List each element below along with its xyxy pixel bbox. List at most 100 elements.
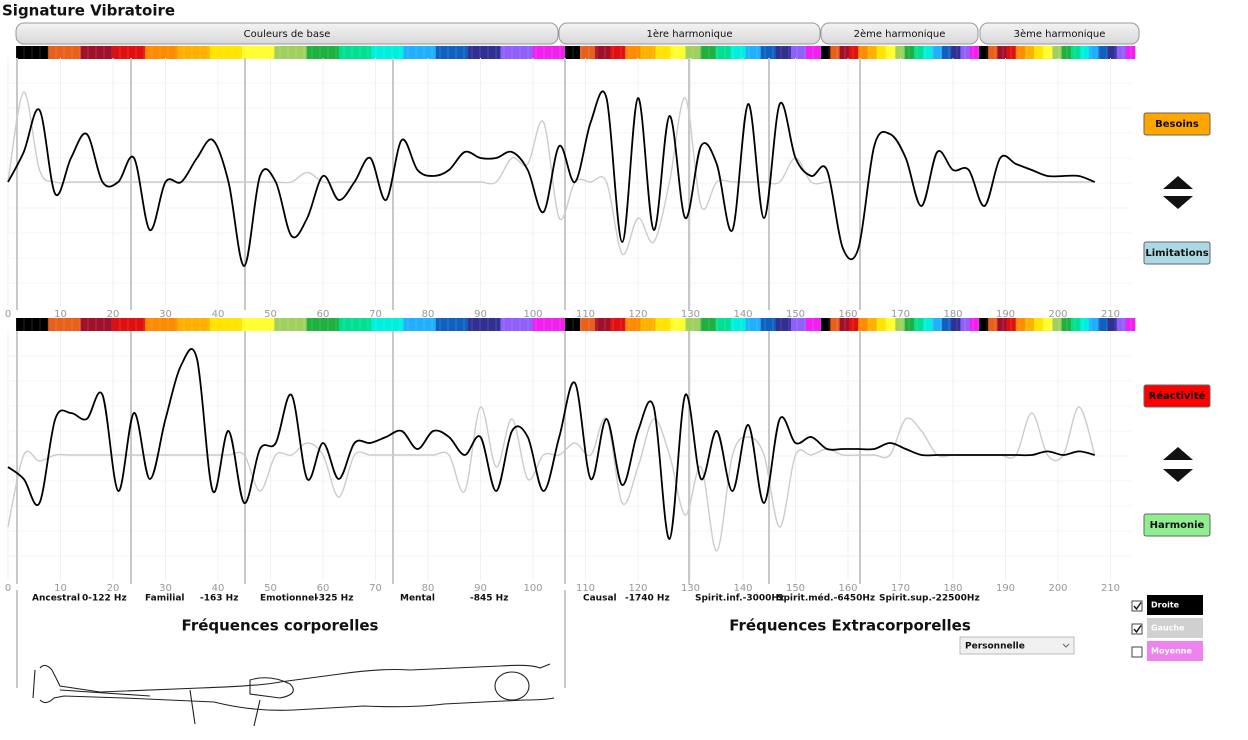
- color-band: [468, 46, 501, 59]
- body-figure: [32, 663, 555, 727]
- x-tick-label: 140: [733, 583, 752, 594]
- x-tick-label: 100: [523, 583, 542, 594]
- color-band: [1098, 318, 1108, 331]
- color-band: [1125, 46, 1136, 59]
- tab[interactable]: [979, 22, 1140, 45]
- color-band: [895, 46, 905, 59]
- color-band: [338, 318, 372, 331]
- button[interactable]: [1143, 241, 1211, 265]
- x-tick-label: 0: [5, 309, 11, 320]
- color-band: [839, 46, 850, 59]
- color-band: [595, 318, 611, 331]
- legend-label[interactable]: Droite: [1151, 601, 1180, 610]
- color-band: [895, 318, 905, 331]
- checkbox[interactable]: [1131, 646, 1143, 658]
- app-title: Signature Vibratoire: [2, 2, 175, 20]
- button-label[interactable]: Réactivité: [1149, 390, 1206, 402]
- series-line: [7, 406, 1096, 552]
- button-label[interactable]: Besoins: [1155, 119, 1199, 130]
- dropdown-box[interactable]: [959, 636, 1075, 655]
- color-band: [932, 46, 943, 59]
- color-band: [1061, 318, 1072, 331]
- x-tick-label: 160: [838, 583, 857, 594]
- color-band: [435, 318, 469, 331]
- color-band: [745, 318, 762, 331]
- arrow-up[interactable]: [1163, 447, 1193, 460]
- color-band: [830, 46, 840, 59]
- color-band: [1034, 318, 1044, 331]
- x-tick-label: 200: [1048, 583, 1067, 594]
- color-band: [685, 46, 701, 59]
- checkmark[interactable]: [1133, 602, 1142, 611]
- color-band: [700, 318, 716, 331]
- color-band: [209, 46, 243, 59]
- color-band: [790, 46, 807, 59]
- color-band: [1015, 318, 1026, 331]
- color-band: [1043, 46, 1053, 59]
- checkmark[interactable]: [1133, 625, 1142, 634]
- legend-swatch[interactable]: [1147, 618, 1203, 638]
- legend-label[interactable]: Gauche: [1151, 624, 1185, 633]
- arrow-down[interactable]: [1163, 469, 1193, 482]
- tab[interactable]: [820, 22, 979, 45]
- color-band: [858, 318, 868, 331]
- button[interactable]: [1143, 513, 1211, 537]
- color-band: [685, 318, 701, 331]
- tab[interactable]: [15, 22, 559, 45]
- button-label[interactable]: Harmonie: [1150, 520, 1205, 531]
- color-band: [951, 46, 961, 59]
- color-band: [610, 318, 626, 331]
- color-band: [403, 318, 437, 331]
- series-line: [7, 91, 1095, 255]
- arrow-down[interactable]: [1163, 196, 1193, 209]
- button-label[interactable]: Limitations: [1145, 248, 1208, 259]
- dropdown-value[interactable]: Personnelle: [965, 642, 1025, 652]
- x-tick-label: 110: [576, 583, 595, 594]
- tab-label[interactable]: 2ème harmonique: [854, 28, 946, 40]
- tab-label[interactable]: Couleurs de base: [244, 29, 331, 40]
- color-band: [112, 46, 146, 59]
- color-band: [858, 46, 868, 59]
- dropdown[interactable]: Personnelle: [959, 636, 1075, 655]
- tab-label[interactable]: 3ème harmonique: [1014, 28, 1106, 40]
- color-band: [821, 46, 831, 59]
- section-label: 0-122 Hz: [82, 594, 127, 604]
- tab-label[interactable]: 1ère harmonique: [647, 28, 733, 40]
- arrow-up[interactable]: [1163, 176, 1193, 189]
- x-tick-label: 80: [422, 583, 435, 594]
- color-band: [904, 318, 915, 331]
- color-band: [1098, 46, 1108, 59]
- x-tick-label: 90: [474, 583, 487, 594]
- color-band: [969, 46, 980, 59]
- x-tick-label: 40: [212, 309, 225, 320]
- color-band: [1070, 46, 1081, 59]
- color-band: [580, 318, 596, 331]
- legend-swatch[interactable]: [1147, 595, 1203, 615]
- x-tick-label: 110: [576, 309, 595, 320]
- color-band: [145, 318, 178, 331]
- color-band: [997, 46, 1007, 59]
- color-band: [886, 318, 896, 331]
- tab[interactable]: [558, 22, 821, 45]
- color-band: [403, 46, 437, 59]
- color-band: [610, 46, 626, 59]
- checkbox[interactable]: [1131, 623, 1143, 635]
- x-tick-label: 70: [369, 583, 382, 594]
- legend-label[interactable]: Moyenne: [1151, 647, 1192, 656]
- x-tick-label: 170: [891, 583, 910, 594]
- checkbox[interactable]: [1131, 600, 1143, 612]
- color-band: [1043, 318, 1053, 331]
- color-band: [640, 46, 656, 59]
- color-band: [867, 318, 878, 331]
- color-band: [913, 318, 924, 331]
- button[interactable]: [1143, 112, 1211, 136]
- head: [494, 671, 530, 701]
- x-tick-label: 190: [996, 309, 1015, 320]
- x-tick-label: 90: [474, 309, 487, 320]
- button[interactable]: [1143, 384, 1211, 408]
- color-band: [730, 46, 747, 59]
- color-band: [923, 318, 933, 331]
- color-band: [500, 318, 534, 331]
- color-band: [306, 46, 340, 59]
- legend-swatch[interactable]: [1147, 641, 1203, 661]
